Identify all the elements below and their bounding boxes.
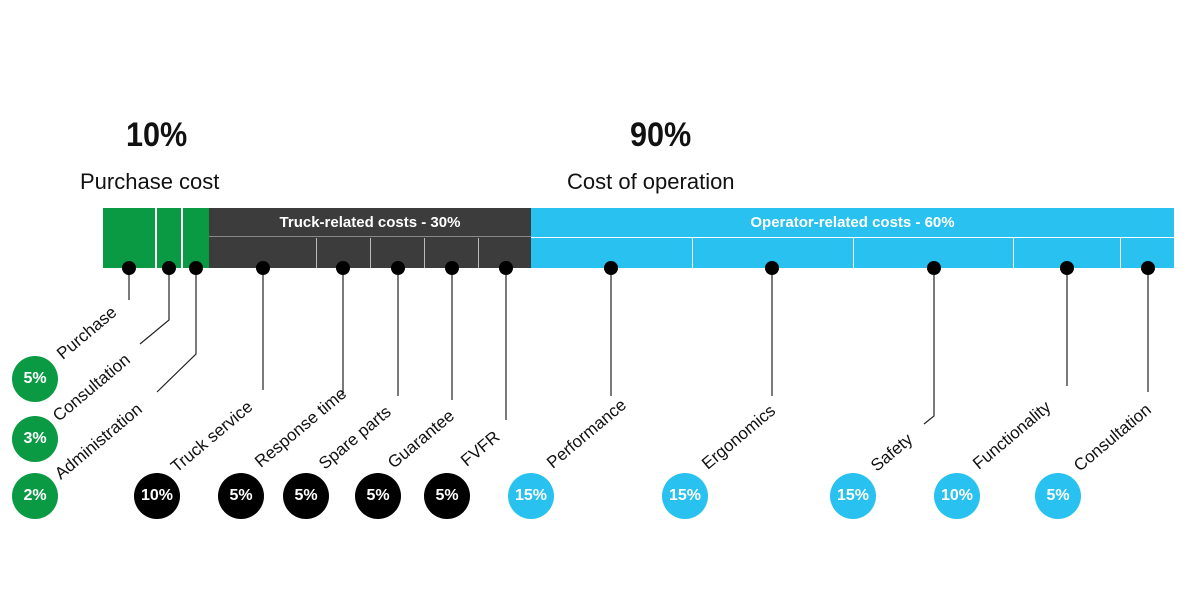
operator-divider: [1120, 238, 1121, 268]
pct-badge-consultation: 3%: [12, 416, 58, 462]
truck-band-separator: [209, 236, 531, 237]
marker-dot: [927, 261, 941, 275]
truck-divider: [316, 238, 317, 268]
operator-band-separator: [531, 237, 1174, 238]
operation-label: Cost of operation: [567, 169, 735, 194]
pct-badge-safety: 15%: [830, 473, 876, 519]
pct-badge-functionality: 10%: [934, 473, 980, 519]
marker-dot: [162, 261, 176, 275]
pct-badge-consultation-operator: 5%: [1035, 473, 1081, 519]
operator-divider: [692, 238, 693, 268]
operator-divider: [1013, 238, 1014, 268]
operator-divider: [853, 238, 854, 268]
pct-badge-administration: 2%: [12, 473, 58, 519]
marker-dot: [445, 261, 459, 275]
truck-related-band: Truck-related costs - 30%: [209, 208, 531, 236]
truck-divider: [424, 238, 425, 268]
truck-divider: [478, 238, 479, 268]
marker-dot: [391, 261, 405, 275]
pct-badge-guarantee: 5%: [355, 473, 401, 519]
purchase-divider: [155, 208, 157, 268]
purchase-divider: [181, 208, 183, 268]
purchase-label: Purchase cost: [80, 169, 220, 194]
truck-divider: [370, 238, 371, 268]
marker-dot: [1060, 261, 1074, 275]
marker-dot: [765, 261, 779, 275]
marker-dot: [256, 261, 270, 275]
marker-dot: [336, 261, 350, 275]
pct-badge-fvfr: 5%: [424, 473, 470, 519]
marker-dot: [189, 261, 203, 275]
operation-percent: 90%: [630, 116, 692, 154]
marker-dot: [1141, 261, 1155, 275]
pct-badge-purchase: 5%: [12, 356, 58, 402]
purchase-percent: 10%: [126, 116, 188, 154]
marker-dot: [604, 261, 618, 275]
pct-badge-ergonomics: 15%: [662, 473, 708, 519]
operator-related-band: Operator-related costs - 60%: [531, 208, 1174, 236]
marker-dot: [122, 261, 136, 275]
marker-dot: [499, 261, 513, 275]
pct-badge-response-time: 5%: [218, 473, 264, 519]
pct-badge-performance: 15%: [508, 473, 554, 519]
pct-badge-truck-service: 10%: [134, 473, 180, 519]
pct-badge-spare-parts: 5%: [283, 473, 329, 519]
